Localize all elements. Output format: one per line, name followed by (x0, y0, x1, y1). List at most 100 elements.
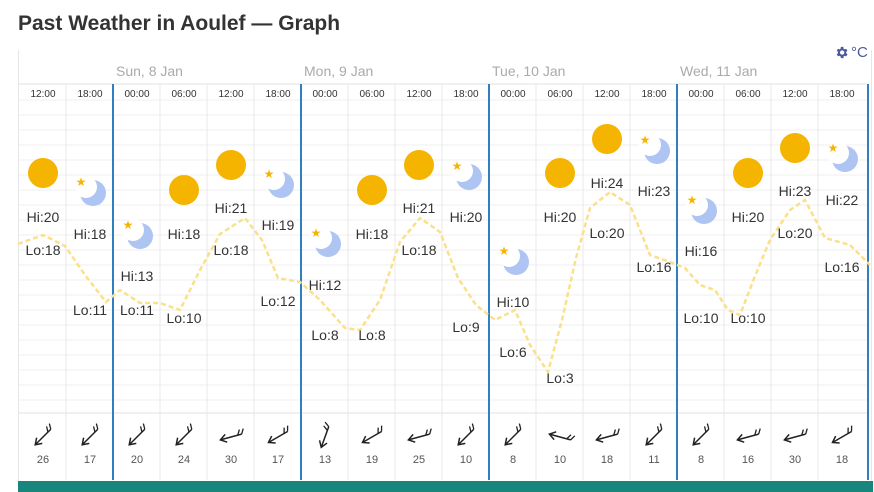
footer-bar (18, 481, 873, 492)
svg-text:★: ★ (264, 167, 275, 181)
svg-text:★: ★ (687, 193, 698, 207)
time-label: 18:00 (77, 89, 102, 100)
wind-speed: 19 (366, 454, 378, 466)
wind-speed: 10 (460, 454, 472, 466)
lo-label: Lo:11 (120, 302, 154, 318)
time-label: 00:00 (688, 89, 713, 100)
wind-speed: 8 (510, 454, 516, 466)
chart-canvas: 12:00 Hi:20 Lo:18 26 18:00 ★ Hi:18 Lo:11 17 00:00… (17, 83, 871, 480)
wind-speed: 10 (554, 454, 566, 466)
hi-label: Hi:18 (168, 226, 201, 242)
wind-speed: 25 (413, 454, 425, 466)
lo-label: Lo:20 (589, 225, 624, 241)
wind-arrow-icon (645, 423, 663, 446)
moon-icon: ★ (827, 141, 858, 172)
hi-label: Hi:21 (215, 200, 248, 216)
units-toggle[interactable]: °C (834, 44, 868, 61)
hi-label: Hi:10 (497, 294, 530, 310)
time-label: 06:00 (359, 89, 384, 100)
wind-speed: 17 (84, 454, 96, 466)
lo-label: Lo:10 (683, 310, 718, 326)
wind-speed: 18 (601, 454, 613, 466)
svg-text:★: ★ (828, 141, 839, 155)
time-label: 12:00 (782, 89, 807, 100)
hi-label: Hi:18 (356, 226, 389, 242)
moon-icon: ★ (75, 175, 106, 206)
hi-label: Hi:19 (262, 217, 295, 233)
hi-label: Hi:16 (685, 243, 718, 259)
sun-icon (404, 150, 434, 180)
sun-icon (592, 124, 622, 154)
time-label: 18:00 (641, 89, 666, 100)
wind-arrow-icon (361, 425, 383, 444)
sun-icon (545, 158, 575, 188)
time-label: 06:00 (735, 89, 760, 100)
hi-label: Hi:20 (732, 209, 765, 225)
lo-label: Lo:11 (73, 302, 107, 318)
time-label: 12:00 (30, 89, 55, 100)
wind-speed: 20 (131, 454, 143, 466)
lo-label: Lo:16 (636, 259, 671, 275)
wind-speed: 26 (37, 454, 49, 466)
gear-icon (836, 46, 848, 59)
lo-label: Lo:18 (25, 242, 60, 258)
wind-arrow-icon (81, 423, 99, 446)
day-label-mon: Mon, 9 Jan (304, 63, 374, 79)
wind-arrow-icon (175, 423, 193, 446)
wind-arrow-icon (219, 428, 244, 443)
units-label: °C (851, 44, 868, 61)
hi-label: Hi:22 (826, 192, 859, 208)
sun-icon (733, 158, 763, 188)
wind-arrow-icon (34, 423, 52, 446)
wind-arrow-icon (504, 423, 522, 446)
hi-label: Hi:23 (638, 183, 671, 199)
wind-arrow-icon (128, 423, 146, 446)
time-label: 00:00 (500, 89, 525, 100)
hi-label: Hi:23 (779, 183, 812, 199)
lo-label: Lo:8 (311, 327, 338, 343)
wind-arrow-icon (457, 423, 475, 446)
sun-icon (780, 133, 810, 163)
wind-speed: 30 (225, 454, 237, 466)
hi-label: Hi:21 (403, 200, 436, 216)
wind-arrow-icon (736, 428, 761, 443)
hi-label: Hi:20 (544, 209, 577, 225)
wind-arrow-icon (831, 425, 853, 444)
time-label: 18:00 (265, 89, 290, 100)
wind-speed: 11 (648, 454, 659, 466)
moon-icon: ★ (451, 159, 482, 190)
lo-label: Lo:20 (777, 225, 812, 241)
day-label-tue: Tue, 10 Jan (492, 63, 566, 79)
wind-arrow-icon (267, 425, 289, 444)
time-label: 18:00 (829, 89, 854, 100)
sun-icon (169, 175, 199, 205)
time-label: 06:00 (547, 89, 572, 100)
day-label-wed: Wed, 11 Jan (680, 63, 758, 79)
sun-icon (216, 150, 246, 180)
lo-label: Lo:10 (166, 310, 201, 326)
hi-label: Hi:13 (121, 268, 154, 284)
lo-label: Lo:10 (730, 310, 765, 326)
time-label: 06:00 (171, 89, 196, 100)
moon-icon: ★ (122, 218, 153, 249)
svg-text:★: ★ (452, 159, 463, 173)
hi-label: Hi:20 (27, 209, 60, 225)
svg-text:★: ★ (499, 244, 510, 258)
svg-text:★: ★ (640, 133, 651, 147)
hi-label: Hi:12 (309, 277, 342, 293)
temperature-line (17, 190, 871, 375)
lo-label: Lo:16 (824, 259, 859, 275)
hi-label: Hi:20 (450, 209, 483, 225)
hi-label: Hi:18 (74, 226, 107, 242)
weather-graph (18, 50, 872, 482)
lo-label: Lo:12 (260, 293, 295, 309)
lo-label: Lo:18 (401, 242, 436, 258)
wind-speed: 24 (178, 454, 190, 466)
lo-label: Lo:8 (358, 327, 385, 343)
wind-speed: 13 (319, 454, 331, 466)
time-label: 00:00 (312, 89, 337, 100)
lo-label: Lo:9 (452, 319, 479, 335)
time-label: 00:00 (124, 89, 149, 100)
moon-icon: ★ (310, 226, 341, 257)
moon-icon: ★ (639, 133, 670, 164)
